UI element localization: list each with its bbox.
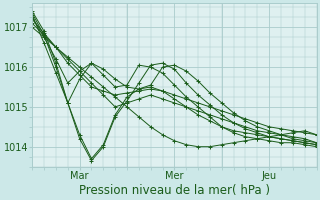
X-axis label: Pression niveau de la mer( hPa ): Pression niveau de la mer( hPa ) [79,184,270,197]
